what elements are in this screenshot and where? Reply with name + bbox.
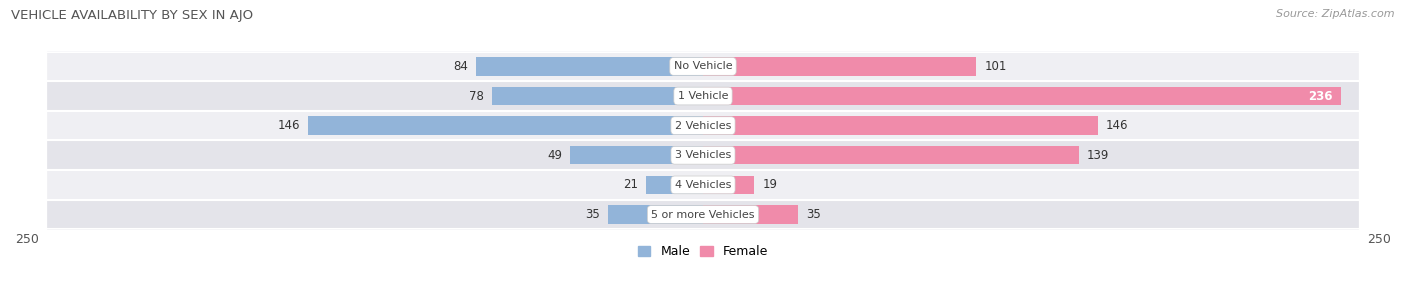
Text: 49: 49 bbox=[547, 149, 562, 162]
Bar bbox=[308, 117, 703, 135]
Text: 5 or more Vehicles: 5 or more Vehicles bbox=[651, 210, 755, 220]
Text: No Vehicle: No Vehicle bbox=[673, 61, 733, 71]
FancyBboxPatch shape bbox=[48, 141, 1358, 170]
Text: 1 Vehicle: 1 Vehicle bbox=[678, 91, 728, 101]
Bar bbox=[492, 87, 703, 105]
Bar bbox=[647, 176, 703, 194]
Bar bbox=[703, 176, 755, 194]
Text: 101: 101 bbox=[984, 60, 1007, 73]
Bar bbox=[703, 146, 1078, 164]
Bar bbox=[703, 57, 976, 76]
Text: 2 Vehicles: 2 Vehicles bbox=[675, 121, 731, 131]
FancyBboxPatch shape bbox=[48, 111, 1358, 141]
Text: 146: 146 bbox=[277, 119, 299, 132]
FancyBboxPatch shape bbox=[48, 170, 1358, 200]
Text: VEHICLE AVAILABILITY BY SEX IN AJO: VEHICLE AVAILABILITY BY SEX IN AJO bbox=[11, 9, 253, 22]
Text: 4 Vehicles: 4 Vehicles bbox=[675, 180, 731, 190]
Text: Source: ZipAtlas.com: Source: ZipAtlas.com bbox=[1277, 9, 1395, 19]
FancyBboxPatch shape bbox=[48, 200, 1358, 229]
Text: 78: 78 bbox=[470, 90, 484, 102]
Bar bbox=[475, 57, 703, 76]
Text: 35: 35 bbox=[806, 208, 821, 221]
FancyBboxPatch shape bbox=[48, 81, 1358, 111]
Bar bbox=[703, 117, 1098, 135]
Text: 236: 236 bbox=[1309, 90, 1333, 102]
Legend: Male, Female: Male, Female bbox=[634, 242, 772, 262]
Text: 84: 84 bbox=[453, 60, 468, 73]
Bar bbox=[703, 205, 797, 224]
Text: 35: 35 bbox=[585, 208, 600, 221]
FancyBboxPatch shape bbox=[48, 52, 1358, 81]
Text: 139: 139 bbox=[1087, 149, 1109, 162]
Text: 146: 146 bbox=[1107, 119, 1129, 132]
Bar bbox=[571, 146, 703, 164]
Bar bbox=[703, 87, 1341, 105]
Text: 21: 21 bbox=[623, 178, 638, 192]
Text: 3 Vehicles: 3 Vehicles bbox=[675, 150, 731, 160]
Bar bbox=[609, 205, 703, 224]
Text: 19: 19 bbox=[762, 178, 778, 192]
